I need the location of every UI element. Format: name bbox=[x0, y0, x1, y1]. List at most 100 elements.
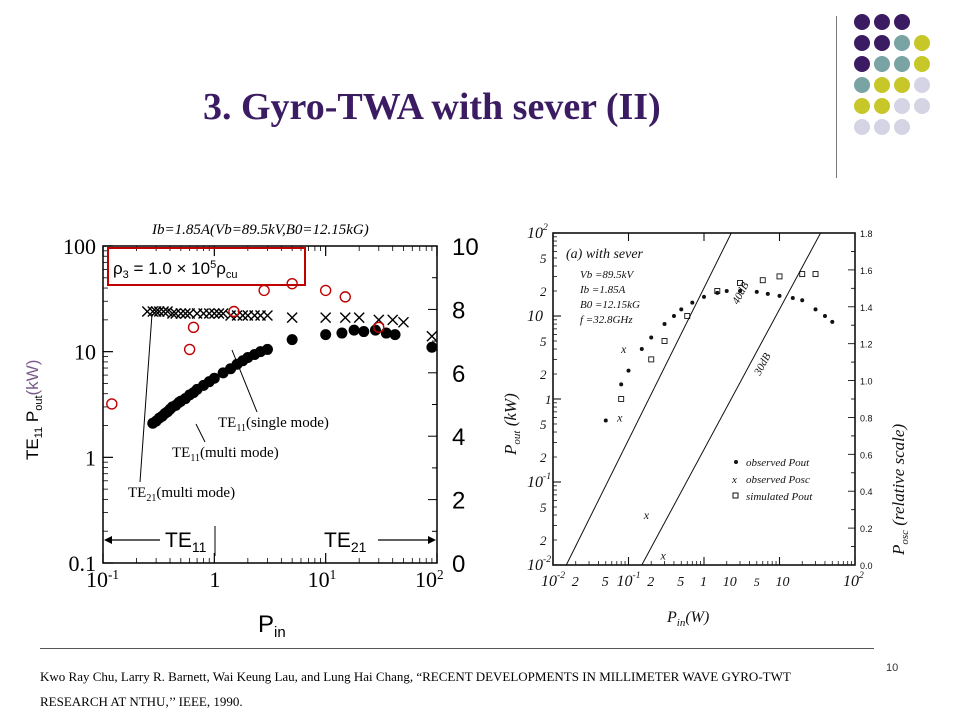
y-tick-label: 5 bbox=[540, 417, 547, 432]
callout-line bbox=[139, 313, 153, 483]
observed-posc-point: x bbox=[616, 410, 623, 424]
data-point-x bbox=[261, 309, 273, 321]
y-axis-label: TE11 Pout(kW) bbox=[23, 360, 45, 460]
y2-tick-label: 4 bbox=[452, 424, 465, 451]
y2-tick-label: 1.8 bbox=[860, 229, 873, 239]
x-axis-label: Pin bbox=[258, 611, 286, 641]
simulated-pout-point bbox=[661, 338, 668, 344]
simulated-pout-point bbox=[759, 277, 766, 284]
observed-pout-point bbox=[649, 335, 654, 340]
callout-line bbox=[231, 349, 258, 413]
x-stroke bbox=[153, 305, 165, 317]
x-stroke bbox=[158, 305, 170, 317]
simulated-pout-point bbox=[648, 356, 655, 363]
y2-tick-label: 0 bbox=[452, 551, 465, 578]
y2-tick-label: 1.4 bbox=[860, 303, 873, 313]
data-point-x bbox=[166, 307, 178, 319]
y2-tick-label: 1.2 bbox=[860, 340, 873, 350]
observed-pout-point bbox=[671, 314, 676, 318]
data-point-filled bbox=[336, 327, 348, 339]
data-point-x bbox=[158, 305, 170, 317]
legend-label: observed Pout bbox=[746, 457, 810, 469]
y-tick-label: 5 bbox=[540, 251, 547, 266]
param-label: Vb =89.5kV bbox=[580, 269, 635, 281]
data-point-x bbox=[286, 312, 298, 324]
te21-region-label: TE21 bbox=[324, 529, 367, 555]
x-tick-label: 1 bbox=[209, 567, 220, 592]
te11-region-arrowhead bbox=[104, 536, 112, 544]
slide-number: 10 bbox=[886, 662, 899, 674]
scan-frame bbox=[552, 232, 856, 566]
y2-axis-label: Posc (relative scale) bbox=[889, 424, 911, 556]
x-stroke bbox=[286, 312, 298, 324]
y-tick-label: 10-2 bbox=[527, 554, 551, 574]
data-point-x bbox=[387, 314, 399, 326]
x-stroke bbox=[387, 314, 399, 326]
data-point-open-red bbox=[187, 321, 200, 334]
slide-title: 3. Gyro-TWA with sever (II) bbox=[203, 86, 661, 128]
x-stroke bbox=[162, 305, 174, 317]
y-axis-label: Pout (kW) bbox=[501, 393, 523, 456]
x-stroke bbox=[237, 309, 249, 321]
observed-pout-point bbox=[790, 295, 795, 300]
y-tick-label: 102 bbox=[527, 222, 548, 242]
legend-label: observed Posc bbox=[746, 474, 810, 486]
data-point-filled bbox=[389, 329, 401, 341]
data-point-x bbox=[213, 307, 225, 319]
gain-line-30db bbox=[641, 232, 822, 566]
x-tick-label: 2 bbox=[572, 575, 579, 590]
data-point-x bbox=[426, 330, 438, 342]
x-stroke bbox=[170, 307, 182, 319]
decorative-divider bbox=[836, 16, 837, 178]
y-tick-label: 5 bbox=[540, 334, 547, 349]
x-tick-label: 10-2 bbox=[541, 570, 565, 590]
param-label: f =32.8GHz bbox=[580, 314, 633, 326]
y-tick-label: 2 bbox=[540, 367, 547, 382]
gain-line-40db bbox=[565, 232, 732, 566]
observed-posc-point: x bbox=[643, 508, 650, 522]
data-point-open-red bbox=[228, 305, 240, 318]
x-tick-label: 10 bbox=[776, 575, 790, 590]
data-point-x bbox=[397, 316, 409, 328]
data-point-open-red bbox=[286, 277, 298, 290]
data-point-filled bbox=[261, 343, 273, 355]
data-point-x bbox=[339, 312, 351, 324]
x-stroke bbox=[353, 312, 365, 324]
observed-pout-point bbox=[679, 307, 684, 312]
y2-tick-label: 1.0 bbox=[860, 377, 873, 387]
x-stroke bbox=[179, 307, 191, 319]
observed-posc-point: x bbox=[620, 342, 627, 356]
simulated-pout-point bbox=[684, 313, 691, 319]
x-tick-label: 10-1 bbox=[86, 567, 119, 592]
x-tick-label: 1 bbox=[700, 575, 707, 590]
y2-tick-label: 2 bbox=[452, 488, 465, 515]
data-point-x bbox=[320, 312, 332, 324]
data-point-open-red bbox=[258, 284, 270, 297]
callout-te11-single: TE11(single mode) bbox=[218, 415, 329, 434]
x-stroke bbox=[175, 307, 187, 319]
y-tick-label: 2 bbox=[540, 450, 547, 465]
observed-pout-point bbox=[738, 289, 743, 294]
observed-pout-point bbox=[702, 294, 706, 299]
y-tick-label: 10 bbox=[74, 340, 96, 365]
x-stroke bbox=[426, 330, 438, 342]
x-tick-label: 102 bbox=[843, 570, 864, 590]
simulated-pout-point bbox=[737, 280, 743, 286]
observed-pout-point bbox=[765, 291, 770, 296]
x-stroke bbox=[213, 307, 225, 319]
legend-marker: x bbox=[731, 474, 737, 486]
chart-title: (a) with sever bbox=[566, 247, 644, 262]
observed-pout-point bbox=[690, 300, 695, 305]
footer-rule bbox=[40, 648, 874, 649]
te21-region-arrowhead bbox=[428, 536, 436, 544]
y2-tick-label: 8 bbox=[452, 297, 465, 324]
data-point-x bbox=[217, 307, 229, 319]
y2-tick-label: 0.0 bbox=[860, 561, 873, 571]
y2-tick-label: 1.6 bbox=[860, 266, 873, 276]
y-tick-label: 0.1 bbox=[69, 551, 97, 576]
y2-tick-label: 6 bbox=[452, 361, 465, 388]
y2-tick-label: 0.4 bbox=[860, 487, 873, 497]
simulated-pout-point bbox=[714, 288, 721, 294]
y2-tick-label: 0.6 bbox=[860, 450, 873, 460]
